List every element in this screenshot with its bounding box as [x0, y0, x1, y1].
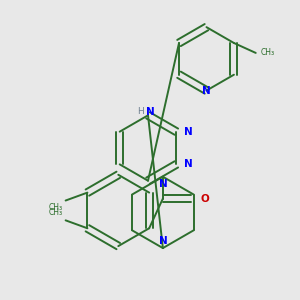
Text: N: N	[184, 159, 193, 170]
Text: N: N	[158, 236, 167, 246]
Text: N: N	[158, 179, 167, 189]
Text: CH₃: CH₃	[260, 48, 274, 57]
Text: N: N	[184, 127, 193, 137]
Text: O: O	[200, 194, 209, 203]
Text: CH₃: CH₃	[49, 203, 63, 212]
Text: N: N	[146, 107, 155, 117]
Text: N: N	[202, 85, 211, 96]
Text: CH₃: CH₃	[49, 208, 63, 217]
Text: H: H	[137, 107, 144, 116]
